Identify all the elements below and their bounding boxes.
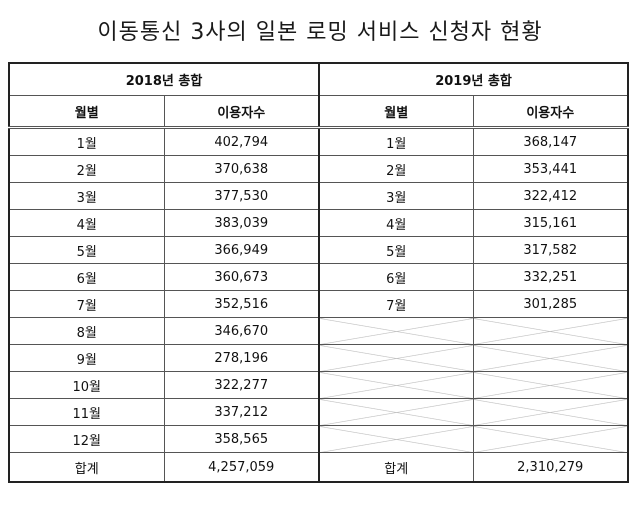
cell-month-2018: 4월 <box>8 209 165 237</box>
cell-month-2018: 12월 <box>8 425 165 453</box>
cell-users-2018: 370,638 <box>163 155 320 183</box>
total-label-2018: 합계 <box>8 452 165 483</box>
cell-month-2018: 11월 <box>8 398 165 426</box>
column-header-month-2018: 월별 <box>8 95 165 129</box>
cell-users-2018: 352,516 <box>163 290 320 318</box>
table-row: 9월 278,196 <box>8 344 629 372</box>
cell-users-2019: 332,251 <box>472 263 629 291</box>
cell-month-2018: 6월 <box>8 263 165 291</box>
group-header-2019: 2019년 총합 <box>318 62 629 96</box>
table-row: 7월 352,516 7월 301,285 <box>8 290 629 318</box>
cell-month-2018: 5월 <box>8 236 165 264</box>
total-row: 합계 4,257,059 합계 2,310,279 <box>8 452 629 483</box>
group-header-2018: 2018년 총합 <box>8 62 320 96</box>
cell-users-2018: 322,277 <box>163 371 320 399</box>
empty-cell-crossed <box>472 398 629 426</box>
cell-month-2018: 1월 <box>8 127 165 156</box>
cell-month-2018: 2월 <box>8 155 165 183</box>
empty-cell-crossed <box>318 344 474 372</box>
roaming-stats-table: 2018년 총합 2019년 총합 월별 이용자수 월별 이용자수 1월 402,… <box>8 62 629 483</box>
table-row: 1월 402,794 1월 368,147 <box>8 127 629 156</box>
cell-month-2019: 6월 <box>318 263 474 291</box>
cell-users-2019: 368,147 <box>472 127 629 156</box>
cell-users-2019: 322,412 <box>472 182 629 210</box>
cell-users-2019: 301,285 <box>472 290 629 318</box>
column-header-month-2019: 월별 <box>318 95 474 129</box>
cell-month-2019: 1월 <box>318 127 474 156</box>
cell-users-2018: 346,670 <box>163 317 320 345</box>
cell-users-2018: 402,794 <box>163 127 320 156</box>
cell-users-2018: 383,039 <box>163 209 320 237</box>
column-header-row: 월별 이용자수 월별 이용자수 <box>8 95 629 129</box>
table-row: 4월 383,039 4월 315,161 <box>8 209 629 237</box>
empty-cell-crossed <box>472 344 629 372</box>
cell-users-2019: 317,582 <box>472 236 629 264</box>
cell-month-2019: 7월 <box>318 290 474 318</box>
cell-month-2019: 2월 <box>318 155 474 183</box>
empty-cell-crossed <box>318 371 474 399</box>
cell-users-2019: 353,441 <box>472 155 629 183</box>
total-label-2019: 합계 <box>318 452 474 483</box>
cell-month-2019: 3월 <box>318 182 474 210</box>
cell-users-2018: 337,212 <box>163 398 320 426</box>
cell-month-2018: 7월 <box>8 290 165 318</box>
cell-month-2018: 3월 <box>8 182 165 210</box>
table-row: 12월 358,565 <box>8 425 629 453</box>
cell-users-2018: 358,565 <box>163 425 320 453</box>
cell-month-2018: 8월 <box>8 317 165 345</box>
empty-cell-crossed <box>472 425 629 453</box>
page-title: 이동통신 3사의 일본 로밍 서비스 신청자 현황 <box>97 20 543 45</box>
empty-cell-crossed <box>472 371 629 399</box>
column-header-users-2019: 이용자수 <box>472 95 629 129</box>
cell-users-2018: 377,530 <box>163 182 320 210</box>
total-value-2019: 2,310,279 <box>472 452 629 483</box>
table-row: 3월 377,530 3월 322,412 <box>8 182 629 210</box>
cell-month-2019: 5월 <box>318 236 474 264</box>
empty-cell-crossed <box>318 425 474 453</box>
cell-users-2019: 315,161 <box>472 209 629 237</box>
table-row: 10월 322,277 <box>8 371 629 399</box>
empty-cell-crossed <box>318 398 474 426</box>
cell-users-2018: 366,949 <box>163 236 320 264</box>
table-row: 8월 346,670 <box>8 317 629 345</box>
total-value-2018: 4,257,059 <box>163 452 320 483</box>
empty-cell-crossed <box>318 317 474 345</box>
table-row: 2월 370,638 2월 353,441 <box>8 155 629 183</box>
table-row: 5월 366,949 5월 317,582 <box>8 236 629 264</box>
cell-month-2019: 4월 <box>318 209 474 237</box>
cell-month-2018: 9월 <box>8 344 165 372</box>
cell-month-2018: 10월 <box>8 371 165 399</box>
empty-cell-crossed <box>472 317 629 345</box>
group-header-row: 2018년 총합 2019년 총합 <box>8 62 629 96</box>
table-body: 1월 402,794 1월 368,147 2월 370,638 2월 353,441 3월 37… <box>8 127 629 453</box>
cell-users-2018: 278,196 <box>163 344 320 372</box>
table-row: 6월 360,673 6월 332,251 <box>8 263 629 291</box>
cell-users-2018: 360,673 <box>163 263 320 291</box>
table-row: 11월 337,212 <box>8 398 629 426</box>
column-header-users-2018: 이용자수 <box>163 95 320 129</box>
